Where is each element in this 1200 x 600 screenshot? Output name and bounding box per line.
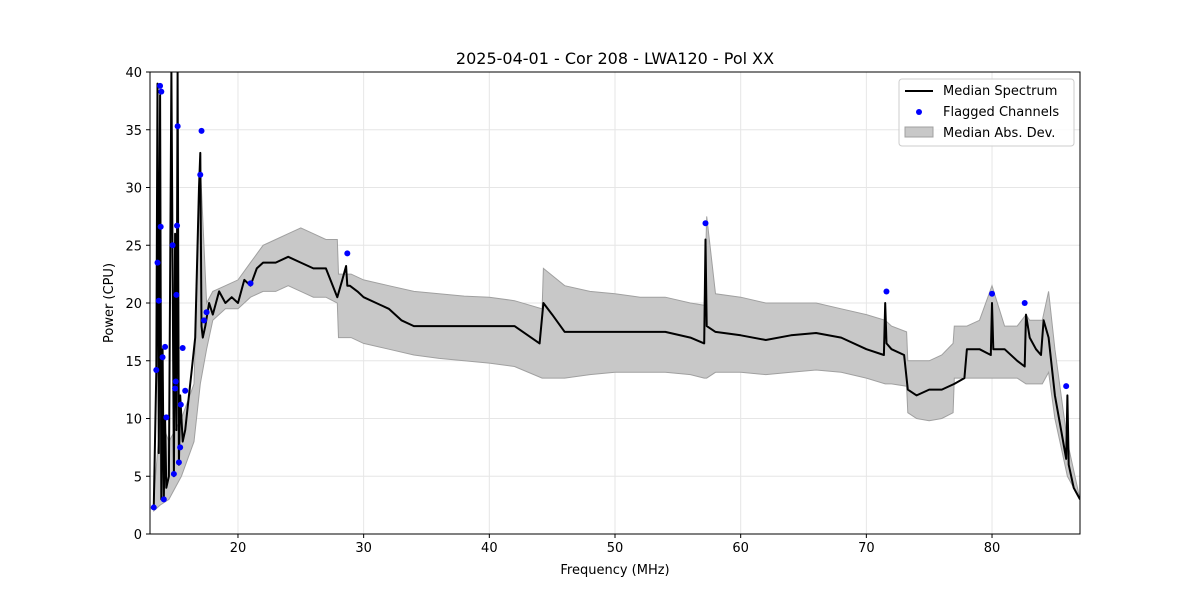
flagged-channel-point [174,222,181,229]
flagged-channel-point [169,242,176,249]
flagged-channel-point [344,250,351,257]
plot-area [150,72,1080,513]
median-spectrum-line [152,72,1080,506]
flagged-channel-point [173,291,180,298]
flagged-channel-point [201,317,208,324]
legend-dot-swatch [916,109,922,115]
x-tick-label: 20 [230,541,247,556]
x-tick-label: 60 [732,541,749,556]
flagged-channel-point [174,123,181,130]
flagged-channel-point [247,280,254,287]
y-tick-label: 10 [125,413,142,428]
y-tick-label: 20 [125,297,142,312]
flagged-channel-point [157,223,164,230]
legend-label-flagged-channels: Flagged Channels [943,105,1059,120]
x-axis-label: Frequency (MHz) [560,563,669,578]
flagged-channel-point [177,444,184,451]
flagged-channel-point [197,171,204,178]
flagged-channel-point [160,496,167,503]
flagged-channel-point [177,401,184,408]
flagged-channel-point [154,259,161,266]
flagged-channel-point [172,385,179,392]
legend-label-median-abs-dev: Median Abs. Dev. [943,126,1055,141]
x-tick-label: 70 [858,541,875,556]
flagged-channel-point [182,387,189,394]
flagged-channel-point [175,459,182,466]
y-axis-label: Power (CPU) [102,263,117,343]
flagged-channel-point [163,414,170,421]
flagged-channel-point [155,297,162,304]
legend-band-swatch [904,126,934,138]
chart-title: 2025-04-01 - Cor 208 - LWA120 - Pol XX [456,49,774,68]
flagged-channel-point [172,378,179,385]
x-tick-label: 30 [355,541,372,556]
flagged-channel-point [170,470,177,477]
flagged-channel-point [158,88,165,95]
flagged-channel-point [150,504,157,511]
flagged-channel-point [989,290,996,297]
y-tick-label: 25 [125,239,142,254]
y-tick-label: 30 [125,182,142,197]
flagged-channel-point [702,220,709,227]
legend-box [898,78,1075,147]
flagged-channel-point [179,345,186,352]
flagged-channel-point [159,354,166,361]
flagged-channel-point [203,309,210,316]
y-tick-label: 35 [125,124,142,139]
flagged-channel-point [198,127,205,134]
legend-label-median-spectrum: Median Spectrum [943,84,1057,99]
flagged-channel-point [1063,383,1070,390]
flagged-channel-point [162,343,169,350]
x-tick-label: 40 [481,541,498,556]
legend: Median Spectrum Flagged Channels Median … [898,78,1075,147]
flagged-channel-point [157,82,164,89]
y-tick-label: 40 [125,66,142,81]
flagged-channel-point [1021,300,1028,306]
y-tick-label: 15 [125,355,142,370]
x-tick-label: 80 [984,541,1001,556]
x-tick-label: 50 [607,541,624,556]
axis-ticks: 20 30 40 50 60 70 80 0 5 10 15 20 25 30 35 40 [125,66,1000,556]
flagged-channel-point [153,366,160,373]
y-tick-label: 5 [134,470,142,485]
flagged-channel-point [883,288,890,295]
y-tick-label: 0 [134,528,142,543]
